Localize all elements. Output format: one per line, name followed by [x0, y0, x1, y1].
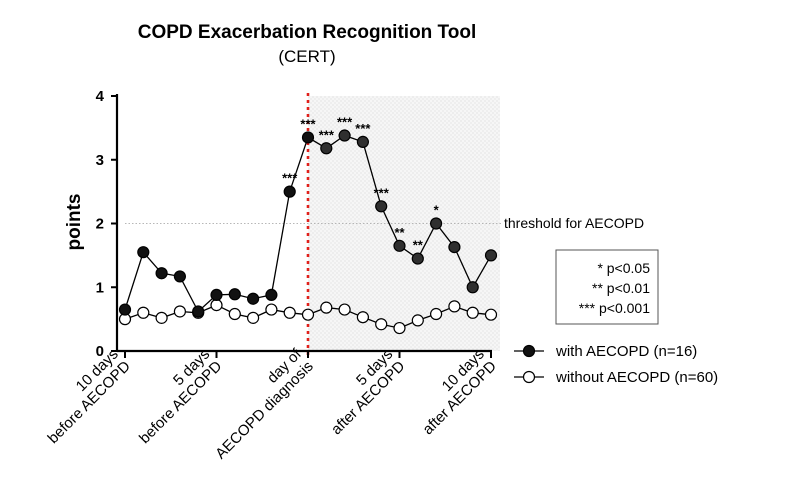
data-point: [173, 270, 186, 283]
data-point: [411, 314, 424, 327]
data-point: [155, 311, 168, 324]
data-point: [283, 306, 296, 319]
significance-marker: *: [434, 203, 440, 218]
data-point: [265, 303, 278, 316]
data-point: [137, 246, 150, 259]
data-point: [247, 311, 260, 324]
data-point: [484, 249, 498, 262]
y-tick-label: 3: [96, 152, 104, 169]
data-point: [320, 142, 333, 155]
data-point: [393, 239, 406, 252]
legend-marker-with-aecopd: [522, 344, 536, 358]
data-point: [393, 321, 406, 335]
data-point: [466, 306, 479, 319]
y-axis-label: points: [64, 194, 85, 251]
data-point: [283, 185, 296, 198]
data-point: [247, 292, 260, 305]
significance-legend-box: [555, 249, 659, 325]
data-point: [301, 308, 315, 321]
y-tick-label: 1: [96, 279, 104, 296]
legend-label-with-aecopd: with AECOPD (n=16): [555, 343, 697, 360]
data-point: [173, 305, 186, 318]
significance-legend-line-1: * p<0.05: [597, 260, 650, 276]
legend-marker-without-aecopd: [522, 370, 536, 384]
significance-marker: **: [413, 238, 424, 253]
significance-legend-line-2: ** p<0.01: [592, 280, 650, 296]
y-tick-label: 4: [96, 88, 105, 105]
y-tick-label: 2: [96, 216, 104, 233]
y-tick-label: 0: [96, 343, 104, 360]
data-point: [375, 318, 388, 331]
significance-legend: * p<0.05 ** p<0.01 *** p<0.001: [555, 249, 659, 325]
threshold-label: threshold for AECOPD: [504, 215, 644, 231]
data-point: [356, 135, 369, 148]
data-point: [192, 305, 205, 318]
significance-legend-line-3: *** p<0.001: [579, 300, 650, 316]
significance-marker: ***: [319, 127, 335, 142]
data-point: [301, 131, 315, 144]
data-point: [155, 267, 168, 280]
significance-marker: ***: [282, 171, 298, 186]
data-point: [448, 300, 461, 313]
data-point: [375, 200, 388, 213]
data-point: [411, 252, 424, 265]
data-point: [356, 311, 369, 324]
data-point: [338, 129, 351, 142]
significance-marker: **: [394, 225, 405, 240]
data-point: [338, 303, 351, 316]
chart-title: COPD Exacerbation Recognition Tool: [138, 22, 477, 43]
data-point: [228, 288, 241, 301]
data-point: [228, 307, 241, 321]
data-point: [484, 308, 498, 321]
data-point: [430, 307, 443, 321]
data-point: [448, 240, 461, 254]
data-point: [137, 306, 150, 319]
data-point: [265, 288, 278, 301]
series-legend: with AECOPD (n=16) without AECOPD (n=60): [514, 343, 718, 386]
significance-marker: ***: [374, 185, 390, 200]
chart-subtitle: (CERT): [278, 47, 335, 66]
significance-marker: ***: [355, 121, 371, 136]
data-point: [430, 217, 443, 230]
data-point: [118, 303, 132, 316]
significance-marker: ***: [337, 115, 353, 130]
data-point: [210, 299, 223, 312]
data-point: [466, 281, 479, 294]
legend-label-without-aecopd: without AECOPD (n=60): [555, 369, 718, 386]
data-point: [210, 288, 223, 301]
data-point: [320, 301, 333, 314]
significance-marker: ***: [300, 116, 316, 131]
